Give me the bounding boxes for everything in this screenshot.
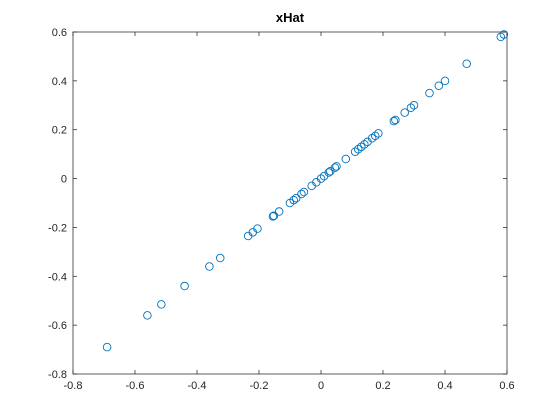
data-point bbox=[205, 262, 214, 271]
data-point bbox=[462, 59, 471, 69]
data-point bbox=[157, 300, 166, 309]
data-points bbox=[102, 30, 509, 352]
data-point bbox=[374, 129, 383, 138]
y-tick-label: 0.2 bbox=[52, 125, 67, 137]
data-point bbox=[143, 311, 152, 320]
data-point bbox=[400, 108, 409, 117]
data-point bbox=[353, 145, 363, 154]
data-point bbox=[434, 81, 444, 90]
data-point bbox=[215, 253, 225, 263]
data-point bbox=[291, 193, 301, 203]
data-point bbox=[391, 115, 400, 125]
data-point bbox=[371, 131, 380, 141]
data-point bbox=[330, 163, 340, 172]
y-tick-label: -0.2 bbox=[48, 222, 67, 234]
x-tick-label: -0.2 bbox=[250, 380, 269, 392]
axes: -0.8 -0.6 -0.4 -0.2 0 0.2 0.4 0.6 -0.8 -0.6 -0.4 -0… bbox=[48, 27, 515, 392]
x-tick-label: -0.8 bbox=[64, 380, 83, 392]
x-tick-label: 0 bbox=[318, 380, 324, 392]
data-point bbox=[350, 147, 360, 156]
y-tick-label: 0.6 bbox=[52, 27, 67, 39]
data-point bbox=[406, 103, 416, 112]
data-point bbox=[102, 342, 112, 352]
data-point bbox=[268, 212, 278, 221]
data-point bbox=[360, 140, 369, 149]
data-point bbox=[367, 134, 377, 143]
data-point bbox=[297, 189, 306, 199]
data-point bbox=[269, 211, 279, 220]
y-tick-label: 0 bbox=[61, 174, 67, 186]
x-tick-label: -0.4 bbox=[188, 380, 207, 392]
y-tick-label: -0.8 bbox=[48, 369, 67, 381]
data-point bbox=[389, 116, 399, 126]
data-point bbox=[289, 195, 298, 205]
data-point bbox=[425, 88, 434, 98]
data-point bbox=[440, 76, 450, 86]
data-point bbox=[409, 101, 419, 110]
data-point bbox=[324, 168, 334, 177]
x-tick-label: -0.6 bbox=[126, 380, 145, 392]
axes-box bbox=[72, 31, 508, 375]
data-point bbox=[357, 142, 366, 152]
y-tick-label: 0.4 bbox=[52, 76, 67, 88]
data-point bbox=[499, 30, 509, 39]
data-point bbox=[341, 154, 351, 164]
x-tick-label: 0.2 bbox=[375, 380, 390, 392]
data-point bbox=[274, 207, 284, 216]
data-point bbox=[299, 187, 309, 197]
y-tick-label: -0.4 bbox=[48, 271, 67, 283]
y-tick-label: -0.6 bbox=[48, 320, 67, 332]
data-point bbox=[253, 224, 262, 233]
data-point bbox=[332, 162, 341, 171]
data-point bbox=[180, 281, 189, 291]
data-point bbox=[316, 174, 326, 183]
x-tick-label: 0.4 bbox=[437, 380, 452, 392]
chart-title: xHat bbox=[276, 10, 305, 25]
data-point bbox=[496, 32, 506, 42]
x-tick-label: 0.6 bbox=[499, 380, 514, 392]
